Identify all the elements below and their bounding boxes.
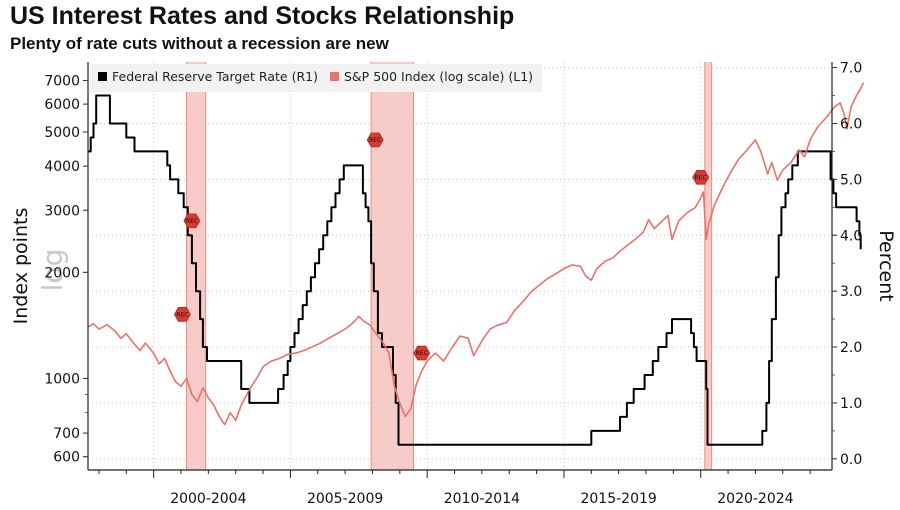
chart-title: US Interest Rates and Stocks Relationshi… xyxy=(10,2,515,30)
right-tick-label: 6.0 xyxy=(840,116,862,132)
x-tick-label: 2005-2009 xyxy=(307,491,383,507)
rec-marker-label: REC xyxy=(176,311,188,318)
axes: 7000 6000 5000 4000 3000 2000 1000 700 600 7.0 6.0… xyxy=(10,61,897,507)
right-tick-label: 0.0 xyxy=(840,452,862,468)
left-tick-label: 4000 xyxy=(44,159,80,175)
watermark: log xyxy=(36,249,69,292)
left-tick-label: 6000 xyxy=(44,97,80,113)
legend-swatch xyxy=(330,72,339,81)
rec-marker xyxy=(173,306,191,322)
recession-band xyxy=(371,62,414,470)
plot-area: REC REC REC REC REC xyxy=(87,82,865,446)
right-tick-label: 4.0 xyxy=(840,228,862,244)
right-axis-title: Percent xyxy=(875,230,897,302)
right-tick-label: 5.0 xyxy=(840,172,862,188)
legend-box xyxy=(90,64,542,92)
fed-rate-line xyxy=(88,94,862,446)
left-tick-label: 700 xyxy=(53,426,80,442)
legend-label: S&P 500 Index (log scale) (L1) xyxy=(344,69,533,84)
x-tick-label: 2020-2024 xyxy=(717,491,793,507)
rec-marker-label: REC xyxy=(695,174,707,181)
left-tick-label: 5000 xyxy=(44,125,80,141)
recession-band xyxy=(704,62,712,470)
rec-marker xyxy=(366,132,384,148)
legend-swatch xyxy=(98,72,107,81)
rec-marker xyxy=(413,345,431,361)
legend-label: Federal Reserve Target Rate (R1) xyxy=(112,69,318,84)
sp500-line xyxy=(87,82,865,426)
x-tick-label: 2010-2014 xyxy=(444,491,520,507)
right-tick-label: 3.0 xyxy=(840,284,862,300)
left-tick-label: 2000 xyxy=(44,265,80,281)
right-tick-label: 7.0 xyxy=(840,61,862,77)
left-tick-label: 3000 xyxy=(44,203,80,219)
left-tick-label: 600 xyxy=(53,450,80,466)
rec-marker xyxy=(183,213,201,229)
rec-marker-label: REC xyxy=(186,218,198,225)
left-axis-title: Index points xyxy=(10,208,32,325)
legend: Federal Reserve Target Rate (R1) S&P 500 … xyxy=(90,64,542,92)
right-tick-label: 2.0 xyxy=(840,340,862,356)
rec-marker xyxy=(692,169,710,185)
right-tick-label: 1.0 xyxy=(840,396,862,412)
chart-subtitle: Plenty of rate cuts without a recession … xyxy=(10,34,389,53)
grid xyxy=(88,62,832,470)
x-tick-label: 2015-2019 xyxy=(580,491,656,507)
recession-bands xyxy=(185,62,713,470)
left-tick-label: 1000 xyxy=(44,371,80,387)
x-tick-label: 2000-2004 xyxy=(170,491,246,507)
left-tick-label: 7000 xyxy=(44,74,80,90)
rec-marker-label: REC xyxy=(416,350,428,357)
rec-marker-label: REC xyxy=(369,137,381,144)
